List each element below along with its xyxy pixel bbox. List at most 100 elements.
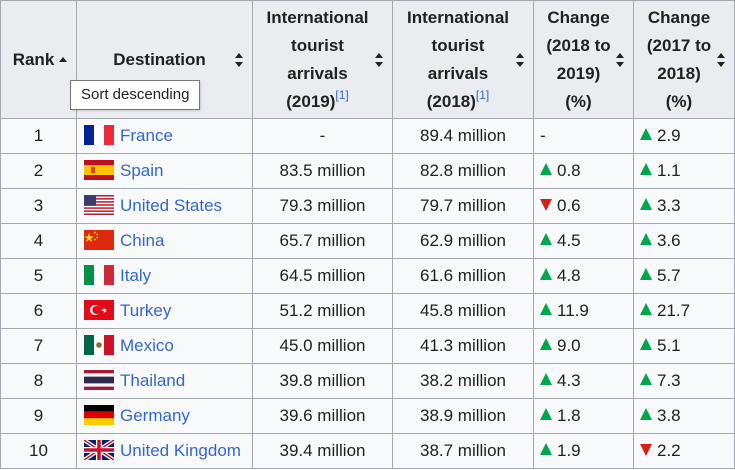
arrivals-2018-header[interactable]: International tourist arrivals (2018)[1] (392, 0, 534, 119)
country-link[interactable]: Thailand (120, 371, 186, 390)
trend-up-icon (540, 373, 552, 385)
rank-value: 4 (33, 231, 44, 250)
change-2018-value: 3.8 (657, 406, 681, 425)
country-link[interactable]: Turkey (120, 301, 172, 320)
change-2019-cell: 1.9 (533, 433, 634, 469)
change-2019-cell: - (533, 118, 634, 154)
arrivals-2018-cell: 41.3 million (392, 328, 534, 364)
destination-cell: Germany (76, 398, 253, 434)
header-line: (2019) (286, 91, 336, 111)
arrivals-2019-value: 65.7 million (279, 231, 366, 250)
change-2019-value: 4.8 (557, 266, 581, 285)
trend-up-icon (640, 163, 652, 175)
arrivals-2019-header[interactable]: International tourist arrivals (2019)[1] (252, 0, 393, 119)
trend-down-icon (640, 444, 652, 456)
sort-icon[interactable] (616, 52, 625, 67)
change-2018-value: 3.3 (657, 196, 681, 215)
change-2018-cell: 3.8 (633, 398, 735, 434)
arrivals-2019-value: 39.4 million (279, 441, 366, 460)
rank-value: 9 (33, 406, 44, 425)
header-line: tourist (291, 35, 344, 55)
change-2018-value: 2.9 (657, 126, 681, 145)
china-flag-icon (84, 230, 114, 250)
change-2018-header[interactable]: Change (2017 to 2018) (%) (633, 0, 735, 119)
trend-up-icon (540, 443, 552, 455)
change-2019-cell: 4.3 (533, 363, 634, 399)
reference-link[interactable]: [1] (335, 87, 349, 102)
change-2019-header[interactable]: Change (2018 to 2019) (%) (533, 0, 634, 119)
sort-ascending-icon[interactable] (59, 53, 68, 67)
arrivals-2019-cell: 39.4 million (252, 433, 393, 469)
trend-up-icon (640, 233, 652, 245)
rank-value: 8 (33, 371, 44, 390)
country-link[interactable]: Mexico (120, 336, 174, 355)
change-2018-cell: 2.2 (633, 433, 735, 469)
rank-value: 1 (33, 126, 44, 145)
change-2019-value: - (540, 126, 546, 145)
rank-value: 7 (33, 336, 44, 355)
country-link[interactable]: United Kingdom (120, 441, 241, 460)
destination-cell: France (76, 118, 253, 154)
table-row: 10 United Kingdom 39.4 million 38.7 mill… (0, 433, 735, 469)
trend-up-icon (640, 198, 652, 210)
change-2018-cell: 1.1 (633, 153, 735, 189)
country-link[interactable]: Germany (120, 406, 190, 425)
change-2019-value: 1.8 (557, 406, 581, 425)
header-line: arrivals (287, 63, 348, 83)
arrivals-2018-cell: 79.7 million (392, 188, 534, 224)
table-row: 3 United States 79.3 million 79.7 millio… (0, 188, 735, 224)
thailand-flag-icon (84, 370, 114, 390)
arrivals-2018-cell: 38.9 million (392, 398, 534, 434)
change-2019-cell: 4.5 (533, 223, 634, 259)
country-link[interactable]: France (120, 126, 173, 145)
rank-cell: 5 (0, 258, 77, 294)
turkey-flag-icon (84, 300, 114, 320)
arrivals-2018-value: 38.7 million (420, 441, 506, 460)
country-link[interactable]: Italy (120, 266, 152, 285)
sort-icon[interactable] (235, 52, 244, 67)
trend-up-icon (640, 373, 652, 385)
arrivals-2019-value: 39.6 million (279, 406, 366, 425)
arrivals-2018-cell: 62.9 million (392, 223, 534, 259)
country-link[interactable]: United States (120, 196, 223, 215)
destination-cell: China (76, 223, 253, 259)
change-2018-value: 2.2 (657, 441, 681, 460)
destination-cell: United Kingdom (76, 433, 253, 469)
arrivals-2018-value: 62.9 million (420, 231, 506, 250)
arrivals-2019-header-label: International tourist arrivals (2019)[1] (266, 4, 378, 116)
trend-up-icon (640, 408, 652, 420)
rank-header[interactable]: Rank (0, 0, 77, 119)
change-2018-header-label: Change (2017 to 2018) (%) (647, 4, 721, 116)
arrivals-2018-value: 38.2 million (420, 371, 506, 390)
reference-link[interactable]: [1] (475, 87, 490, 102)
arrivals-2019-value: 39.8 million (279, 371, 366, 390)
country-link[interactable]: Spain (120, 161, 164, 180)
change-2018-cell: 2.9 (633, 118, 735, 154)
table-row: 4 China 65.7 million 62.9 million 4.5 3.… (0, 223, 735, 259)
italy-flag-icon (84, 265, 114, 285)
rank-value: 3 (33, 196, 44, 215)
change-2019-value: 0.8 (557, 161, 581, 180)
sort-icon[interactable] (516, 52, 525, 67)
arrivals-2019-value: 83.5 million (279, 161, 366, 180)
change-2019-cell: 1.8 (533, 398, 634, 434)
header-line: (%) (665, 91, 693, 111)
change-2019-cell: 9.0 (533, 328, 634, 364)
rank-header-label: Rank (12, 49, 55, 69)
arrivals-2019-cell: 64.5 million (252, 258, 393, 294)
arrivals-2019-cell: 79.3 million (252, 188, 393, 224)
trend-up-icon (540, 338, 552, 350)
sort-icon[interactable] (375, 52, 384, 67)
rank-cell: 9 (0, 398, 77, 434)
country-link[interactable]: China (120, 231, 165, 250)
change-2018-value: 5.1 (657, 336, 681, 355)
rank-value: 2 (33, 161, 44, 180)
sort-icon[interactable] (717, 52, 726, 67)
header-line: 2018) (657, 63, 701, 83)
uk-flag-icon (84, 440, 114, 460)
header-line: (2017 to (646, 35, 712, 55)
arrivals-2019-cell: 83.5 million (252, 153, 393, 189)
header-line: Change (547, 7, 610, 27)
